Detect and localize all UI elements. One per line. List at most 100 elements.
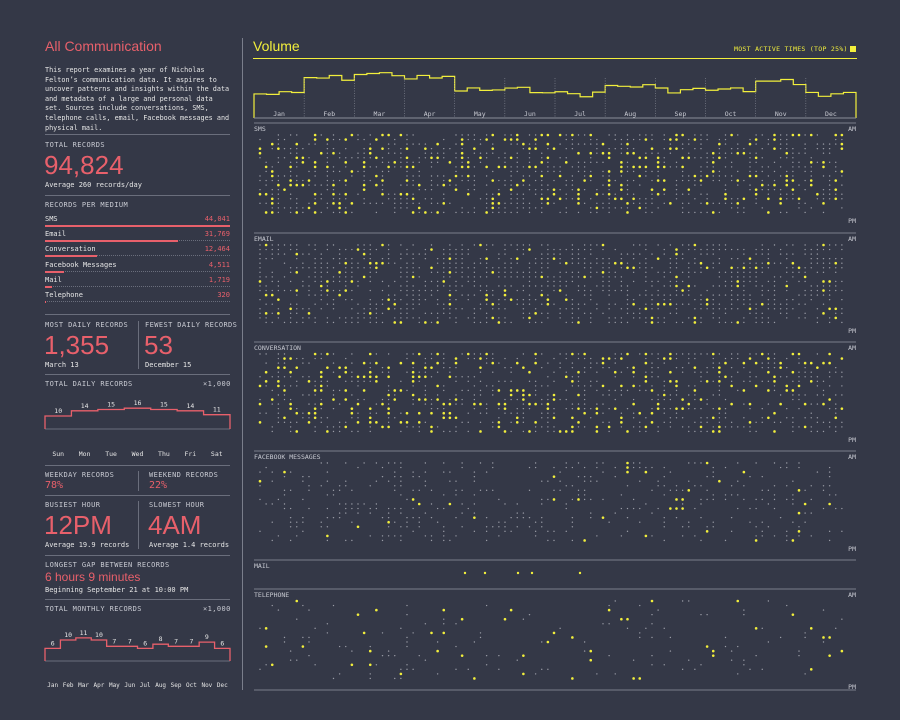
record-dot bbox=[516, 248, 518, 251]
record-dot bbox=[730, 207, 733, 209]
record-dot bbox=[394, 417, 396, 419]
record-dot bbox=[540, 293, 544, 297]
record-dot bbox=[663, 385, 665, 387]
record-dot bbox=[485, 271, 488, 274]
record-dot bbox=[559, 248, 561, 251]
record-dot bbox=[534, 257, 537, 260]
record-dot bbox=[265, 412, 267, 414]
record-dot bbox=[577, 285, 580, 287]
record-dot bbox=[363, 157, 365, 159]
record-dot bbox=[809, 627, 813, 630]
record-dot bbox=[504, 262, 506, 264]
record-dot bbox=[412, 202, 414, 205]
record-dot bbox=[479, 412, 482, 414]
record-dot bbox=[320, 276, 322, 278]
record-dot bbox=[590, 362, 592, 364]
record-dot bbox=[779, 147, 782, 150]
record-dot bbox=[755, 462, 757, 464]
record-dot bbox=[761, 170, 763, 173]
record-dot bbox=[412, 179, 414, 182]
record-dot bbox=[755, 654, 757, 657]
record-dot bbox=[485, 175, 488, 177]
record-dot bbox=[258, 479, 262, 483]
record-dot bbox=[436, 289, 439, 292]
record-dot bbox=[406, 267, 408, 269]
record-dot bbox=[351, 362, 353, 364]
record-dot bbox=[798, 202, 800, 205]
record-dot bbox=[632, 147, 635, 150]
record-dot bbox=[424, 385, 427, 387]
record-dot bbox=[602, 471, 604, 473]
record-dot bbox=[528, 188, 531, 191]
record-dot bbox=[443, 357, 445, 360]
record-dot bbox=[571, 133, 574, 137]
record-dot bbox=[626, 389, 629, 392]
record-dot bbox=[277, 157, 280, 159]
record-dot bbox=[400, 412, 402, 414]
record-dot bbox=[412, 516, 414, 519]
record-dot bbox=[798, 526, 800, 528]
record-dot bbox=[651, 285, 653, 287]
record-dot bbox=[626, 262, 629, 264]
record-dot bbox=[724, 244, 727, 246]
record-dot bbox=[400, 267, 402, 269]
record-dot bbox=[804, 417, 806, 419]
record-dot bbox=[761, 535, 763, 537]
record-dot bbox=[394, 507, 396, 510]
record-dot bbox=[590, 516, 592, 519]
record-dot bbox=[375, 353, 378, 355]
record-dot bbox=[620, 507, 623, 510]
record-dot bbox=[590, 161, 592, 164]
record-dot bbox=[491, 147, 495, 150]
record-dot bbox=[816, 430, 819, 433]
record-dot bbox=[663, 539, 665, 542]
record-dot bbox=[332, 276, 335, 278]
record-dot bbox=[644, 307, 648, 311]
record-dot bbox=[479, 366, 482, 369]
record-dot bbox=[792, 498, 794, 501]
record-dot bbox=[650, 188, 654, 191]
record-dot bbox=[443, 539, 445, 542]
record-dot bbox=[724, 188, 727, 191]
record-dot bbox=[822, 389, 825, 392]
record-dot bbox=[296, 303, 298, 305]
record-dot bbox=[345, 271, 347, 274]
record-dot bbox=[516, 526, 518, 528]
tick-label: Wed bbox=[132, 450, 144, 458]
record-dot bbox=[258, 280, 262, 283]
daily-chart-title: TOTAL DAILY RECORDS bbox=[45, 380, 133, 388]
record-dot bbox=[547, 294, 549, 296]
record-dot bbox=[503, 165, 507, 169]
record-dot bbox=[779, 466, 782, 469]
record-dot bbox=[835, 138, 837, 141]
record-dot bbox=[289, 271, 292, 274]
record-dot bbox=[792, 193, 794, 195]
tick-label: Oct bbox=[186, 682, 197, 689]
record-dot bbox=[786, 604, 788, 607]
record-dot bbox=[491, 316, 495, 320]
record-dot bbox=[639, 604, 641, 607]
record-dot bbox=[620, 412, 623, 414]
record-dot bbox=[406, 613, 408, 616]
record-dot bbox=[828, 175, 831, 177]
record-dot bbox=[302, 321, 304, 324]
record-dot bbox=[590, 417, 592, 419]
record-dot bbox=[541, 403, 543, 405]
record-dot bbox=[688, 303, 690, 305]
record-dot bbox=[608, 289, 610, 292]
record-dot bbox=[547, 188, 549, 191]
record-dot bbox=[430, 407, 433, 410]
record-dot bbox=[449, 480, 451, 482]
record-dot bbox=[313, 389, 317, 392]
record-dot bbox=[779, 276, 782, 278]
record-dot bbox=[803, 402, 807, 406]
record-dot bbox=[651, 623, 653, 625]
record-dot bbox=[375, 608, 378, 612]
record-dot bbox=[473, 512, 476, 514]
record-dot bbox=[345, 357, 347, 360]
record-dot bbox=[681, 600, 684, 602]
record-dot bbox=[546, 202, 550, 205]
record-dot bbox=[504, 134, 506, 136]
record-dot bbox=[712, 498, 714, 501]
record-dot bbox=[816, 257, 819, 260]
